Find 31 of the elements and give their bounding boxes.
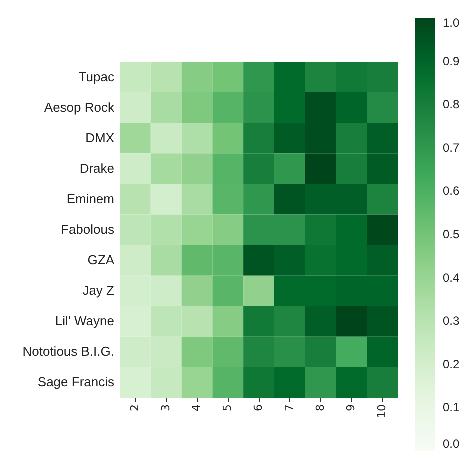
color-bar-label: 0.1: [443, 400, 460, 415]
y-tick-label: Tupac: [78, 69, 115, 84]
x-tick-label: 2: [128, 404, 142, 412]
y-tick-label: Fabolous: [61, 222, 115, 237]
y-tick-label: GZA: [88, 252, 115, 268]
y-tick-label: Sage Francis: [38, 374, 115, 390]
y-tick-label: Eminem: [66, 191, 114, 206]
y-tick-label: Drake: [80, 160, 114, 176]
x-tick-label: 4: [190, 404, 204, 412]
y-tick-label: Nototious B.I.G.: [22, 344, 114, 360]
y-tick-label: Aesop Rock: [44, 100, 115, 115]
y-tick-label: Jay Z: [82, 283, 115, 298]
x-tick-label: 7: [282, 404, 296, 412]
color-bar-label: 0.3: [443, 314, 460, 328]
x-tick-label: 6: [252, 404, 265, 412]
color-bar-label: 0.5: [443, 228, 460, 242]
x-tick-label: 10: [376, 404, 389, 418]
color-bar-label: 0.9: [443, 54, 460, 68]
x-tick-label: 3: [159, 404, 172, 412]
color-bar-label: 0.2: [443, 357, 460, 372]
color-bar-label: 0.0: [443, 437, 460, 451]
color-bar-label: 0.6: [443, 184, 460, 198]
x-tick-label: 9: [344, 404, 358, 412]
color-bar-label: 0.8: [443, 98, 460, 112]
x-tick-label: 5: [221, 404, 234, 412]
color-bar-label: 0.7: [443, 140, 460, 155]
y-tick-label: Lil' Wayne: [55, 314, 114, 329]
x-tick-label: 8: [314, 404, 327, 412]
color-bar-label: 0.4: [443, 270, 460, 285]
color-bar-label: 1.0: [443, 16, 460, 30]
y-tick-label: DMX: [86, 130, 115, 146]
